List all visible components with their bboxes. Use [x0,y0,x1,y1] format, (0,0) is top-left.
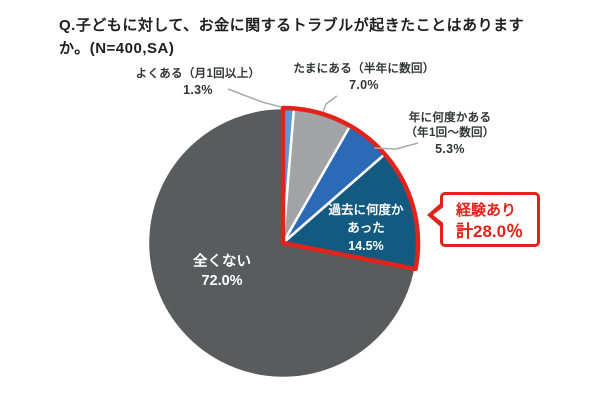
label-tamani-pct: 7.0% [349,78,379,92]
callout-keiken-ari: 経験あり 計28.0％ [427,192,540,247]
label-zenkunai: 全くない 72.0% [152,253,292,291]
label-yokuaru-text: よくある（月1回以上） [135,68,261,80]
label-yokuaru-pct: 1.3% [183,83,213,97]
label-zenkunai-pct: 72.0% [201,273,243,289]
pie-slices [146,105,421,380]
label-tamani-text: たまにある（半年に数回） [293,63,435,75]
label-kako-line1: 過去に何度か [328,203,404,217]
callout-line2: 計28.0％ [456,221,524,241]
label-kako-pct: 14.5% [348,239,384,253]
leader-line-yokuaru [227,88,282,108]
label-nenni-line2: （年1回〜数回） [405,127,495,139]
highlight-outline [280,105,421,272]
chart-title: Q.子どもに対して、お金に関するトラブルが起きたことはあります か。(N=400… [59,14,559,60]
leader-line-nenni [373,142,419,150]
label-yokuaru: よくある（月1回以上） 1.3% [108,67,288,98]
label-kako-line2: あった [347,221,385,235]
callout-line1: 経験あり [456,202,517,219]
label-nenni: 年に何度かある （年1回〜数回） 5.3% [375,111,525,157]
label-tamani: たまにある（半年に数回） 7.0% [274,62,454,93]
label-kako: 過去に何度か あった 14.5% [305,201,427,255]
label-nenni-pct: 5.3% [435,142,465,156]
leader-lines [227,88,419,150]
label-zenkunai-text: 全くない [193,254,251,270]
label-nenni-line1: 年に何度かある [408,112,492,124]
chart-title-line1: Q.子どもに対して、お金に関するトラブルが起きたことはあります [59,17,525,34]
leader-line-tamani [322,95,338,113]
chart-title-line2: か。(N=400,SA) [59,40,175,57]
